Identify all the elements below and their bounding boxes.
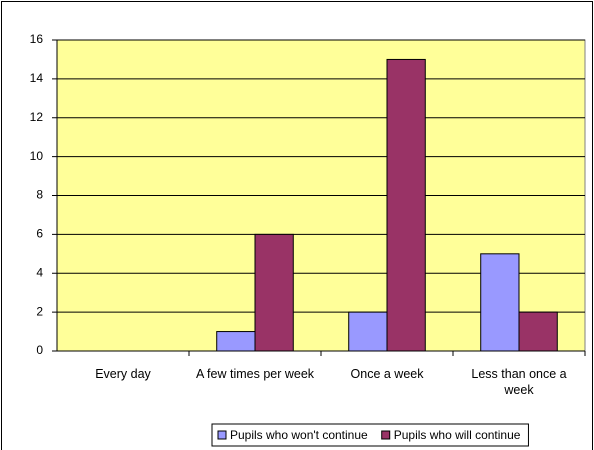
legend-label: Pupils who won't continue bbox=[230, 428, 368, 442]
y-tick-label: 14 bbox=[30, 71, 44, 85]
legend-swatch bbox=[217, 430, 227, 440]
y-tick-label: 10 bbox=[30, 149, 44, 163]
bar bbox=[216, 331, 256, 352]
y-tick-label: 2 bbox=[36, 304, 43, 318]
y-tick-label: 8 bbox=[36, 188, 43, 202]
bar bbox=[348, 311, 388, 352]
x-tick-label: Less than once a week bbox=[471, 367, 567, 397]
y-tick-label: 12 bbox=[30, 110, 44, 124]
legend-box bbox=[211, 423, 529, 447]
y-tick-label: 4 bbox=[36, 265, 43, 279]
x-tick-label: Once a week bbox=[350, 367, 424, 381]
bar bbox=[480, 253, 520, 352]
bar bbox=[254, 233, 294, 352]
y-tick-label: 16 bbox=[30, 32, 44, 46]
y-tick-label: 0 bbox=[36, 343, 43, 357]
legend-swatch bbox=[381, 430, 391, 440]
bar bbox=[518, 311, 558, 352]
bar bbox=[386, 58, 426, 352]
y-tick-label: 6 bbox=[36, 227, 43, 241]
x-tick-label: A few times per week bbox=[195, 367, 315, 381]
x-tick-label: Every day bbox=[95, 367, 151, 381]
legend-label: Pupils who will continue bbox=[394, 428, 521, 442]
